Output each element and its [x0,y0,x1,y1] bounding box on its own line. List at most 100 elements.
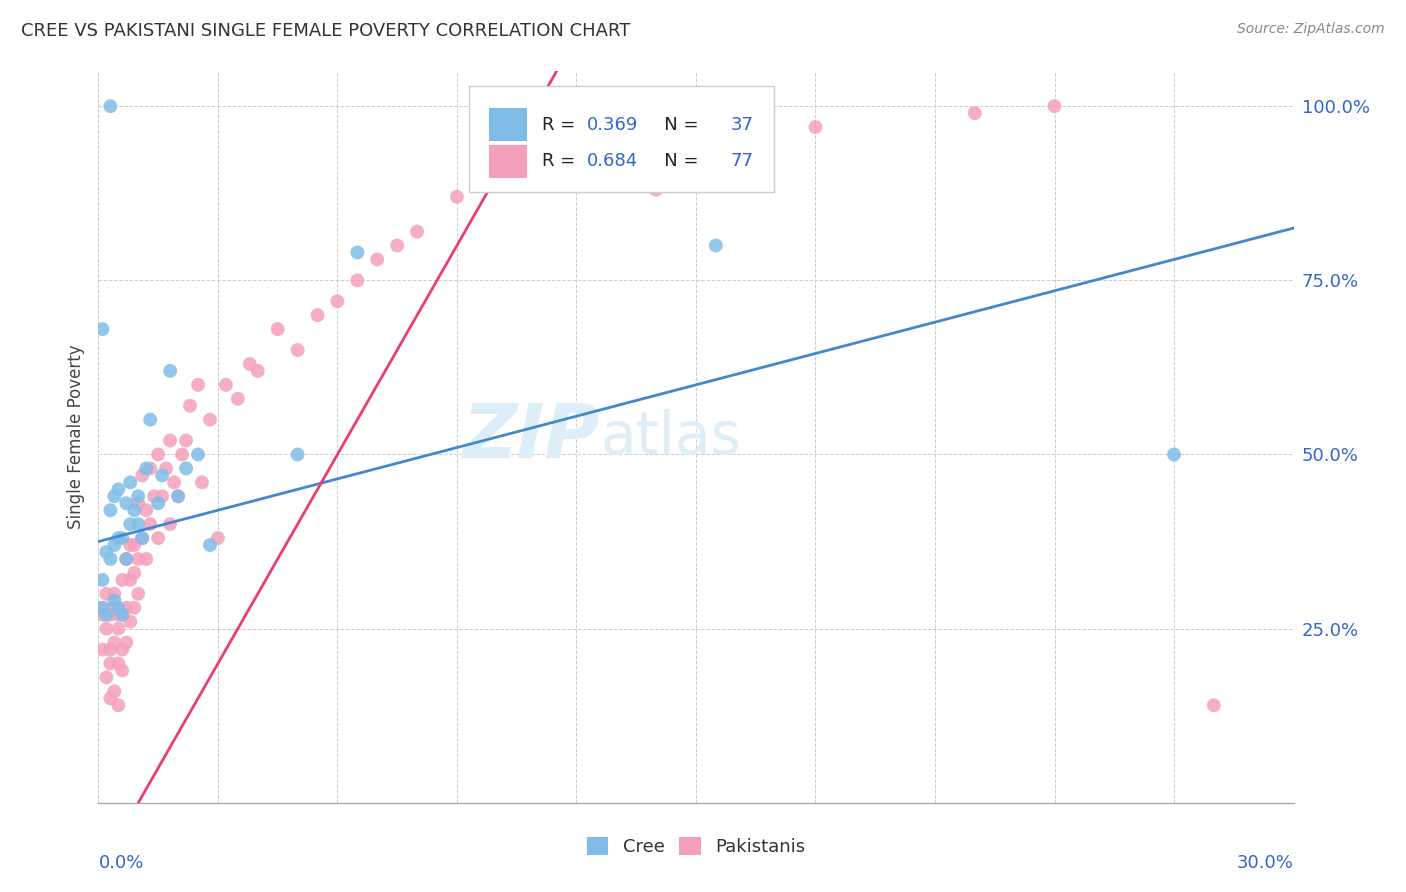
Point [131,468,153,483]
Point [111,607,134,622]
Point [148,531,170,545]
Point [148,496,170,510]
Point [120,538,142,552]
Point [103,489,125,503]
Point [150,489,173,503]
Point [346,273,368,287]
Text: 0.684: 0.684 [588,153,638,170]
Point [115,496,138,510]
Point [163,475,186,490]
Point [115,635,138,649]
Point [103,594,125,608]
Point [704,238,727,252]
Point [167,489,190,503]
Point [565,141,588,155]
Point [115,552,138,566]
Text: R =: R = [541,116,581,134]
Point [120,615,142,629]
Point [1163,448,1185,462]
Point [107,600,129,615]
FancyBboxPatch shape [489,108,527,141]
Point [91,600,114,615]
Point [148,448,170,462]
Point [167,489,190,503]
Point [98,503,122,517]
Point [107,657,129,671]
Text: N =: N = [647,116,704,134]
Point [159,434,181,448]
Point [139,461,162,475]
Text: 37: 37 [731,116,754,134]
Point [804,120,827,134]
Point [135,552,157,566]
Point [143,489,166,503]
Point [111,664,134,678]
Point [98,691,122,706]
Point [150,468,173,483]
Point [645,183,668,197]
Text: atlas: atlas [600,409,741,466]
Point [103,635,125,649]
Point [124,600,146,615]
Point [366,252,388,267]
Text: 0.369: 0.369 [588,116,638,134]
Point [98,552,122,566]
Point [226,392,249,406]
Point [159,364,181,378]
Point [124,538,146,552]
Point [139,412,162,426]
Point [111,607,134,622]
Point [287,343,309,357]
Point [120,517,142,532]
Point [155,461,177,475]
Point [115,600,138,615]
Point [103,587,125,601]
Point [103,684,125,698]
Point [107,622,129,636]
Point [215,377,238,392]
Point [91,573,114,587]
Point [111,531,134,545]
Point [103,538,125,552]
Text: CREE VS PAKISTANI SINGLE FEMALE POVERTY CORRELATION CHART: CREE VS PAKISTANI SINGLE FEMALE POVERTY … [21,22,630,40]
FancyBboxPatch shape [489,145,527,178]
Point [239,357,262,371]
Point [127,489,149,503]
Text: R =: R = [541,153,581,170]
Point [385,238,409,252]
Point [124,503,146,517]
Point [724,141,747,155]
Point [96,622,118,636]
Point [127,517,149,532]
Point [485,169,508,183]
Point [1043,99,1066,113]
Point [326,294,349,309]
Point [159,517,181,532]
Point [98,657,122,671]
Point [115,552,138,566]
Point [135,503,157,517]
Point [191,475,214,490]
Point [187,377,209,392]
Point [91,600,114,615]
Point [131,531,153,545]
Point [246,364,269,378]
Point [111,573,134,587]
Point [179,399,201,413]
Point [287,448,309,462]
Point [198,538,221,552]
Point [111,642,134,657]
Point [174,434,197,448]
Point [91,642,114,657]
Point [96,607,118,622]
Point [172,448,194,462]
Point [107,483,129,497]
Point [267,322,290,336]
Point [135,461,157,475]
Point [98,99,122,113]
Point [1202,698,1225,713]
FancyBboxPatch shape [470,86,773,192]
Point [120,475,142,490]
Point [131,531,153,545]
Point [107,607,129,622]
